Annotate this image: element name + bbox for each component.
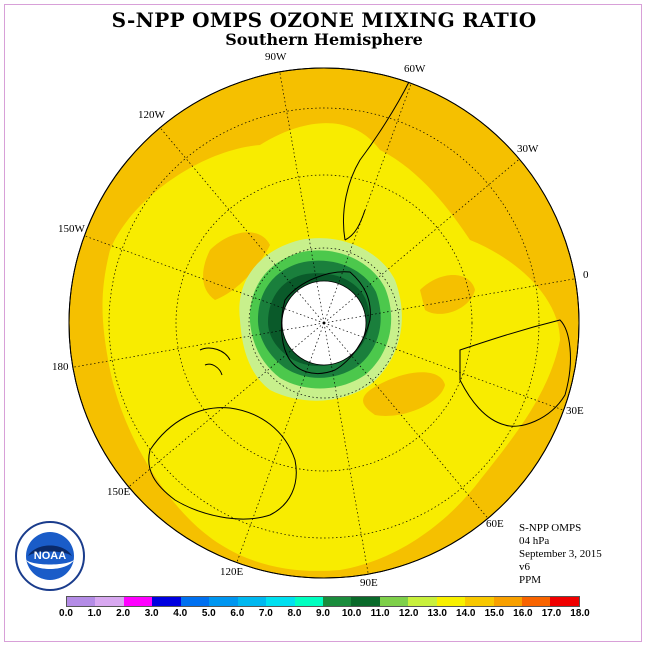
info-instrument: S-NPP OMPS [519, 522, 582, 534]
coastline-africa [459, 319, 571, 427]
color-bar-swatch [550, 597, 579, 606]
color-bar-tick-label: 7.0 [258, 608, 273, 619]
color-bar-tick-label: 12.0 [398, 608, 419, 619]
color-bar-tick-label: 5.0 [201, 608, 216, 619]
lon-label-60e: 60E [486, 518, 504, 530]
lon-label-90w: 90W [265, 51, 287, 63]
meridian-line [323, 322, 369, 575]
noaa-logo-icon: NOAA [15, 521, 85, 591]
parallel-circle [248, 247, 400, 399]
lon-label-120e: 120E [220, 566, 244, 578]
meridian-line [323, 83, 412, 324]
meridian-line [84, 235, 325, 324]
color-bar-tick-label: 11.0 [370, 608, 390, 619]
color-bar-swatch [95, 597, 124, 606]
parallel-circle [108, 107, 540, 539]
color-bar-tick-label: 9.0 [316, 608, 330, 619]
logo-text: NOAA [34, 550, 66, 562]
coastline-new-zealand [199, 347, 231, 376]
color-bar-swatch [237, 597, 267, 606]
lon-label-90e: 90E [360, 577, 378, 589]
info-pressure: 04 hPa [519, 535, 550, 547]
color-bar-tick-label: 14.0 [456, 608, 476, 619]
color-bar-tick-label: 16.0 [513, 608, 533, 619]
info-block: S-NPP OMPS 04 hPa September 3, 2015 v6 P… [519, 522, 602, 587]
info-units: PPM [519, 574, 542, 586]
color-bar-swatch [322, 597, 352, 606]
contour-orange-patch [203, 232, 270, 300]
color-bar-swatch [209, 597, 238, 606]
color-bar-swatch [379, 597, 409, 606]
color-bar-swatch [522, 597, 551, 606]
meridian-line [323, 158, 520, 324]
meridian-lines [72, 71, 576, 575]
meridian-line [236, 322, 325, 563]
page-title: S-NPP OMPS OZONE MIXING RATIO [111, 8, 537, 32]
color-bar [66, 596, 580, 607]
color-bar-swatch [294, 597, 323, 606]
color-bar-swatch [67, 597, 96, 606]
contour-orange-patch [363, 372, 445, 416]
meridian-line [323, 322, 489, 519]
lon-label-150w: 150W [58, 223, 86, 235]
color-bar-tick-label: 15.0 [484, 608, 505, 619]
page-subtitle: Southern Hemisphere [225, 30, 423, 49]
meridian-line [323, 278, 576, 324]
lon-label-180: 180 [52, 361, 69, 373]
meridian-line [72, 322, 325, 368]
meridian-line [159, 127, 325, 324]
parallel-circle [175, 174, 473, 472]
lon-label-30e: 30E [566, 405, 584, 417]
color-bar-labels: 0.0 1.0 2.0 3.0 4.0 5.0 6.0 7.0 8.0 9.0 10.0 11.0 12… [0, 608, 648, 622]
color-bar-swatch [180, 597, 210, 606]
color-bar-swatch [465, 597, 494, 606]
meridian-line [279, 71, 325, 324]
color-bar-tick-label: 3.0 [144, 608, 159, 619]
color-bar-swatch [408, 597, 437, 606]
color-bar-tick-label: 1.0 [87, 608, 102, 619]
coastline-australia [148, 407, 297, 520]
color-bar-swatch [493, 597, 522, 606]
meridian-line [323, 322, 564, 411]
lon-label-60w: 60W [404, 63, 426, 75]
info-version: v6 [519, 561, 530, 573]
lon-label-120w: 120W [138, 109, 166, 121]
lon-label-30w: 30W [517, 143, 539, 155]
color-bar-tick-label: 13.0 [427, 608, 447, 619]
color-bar-tick-label: 18.0 [570, 608, 590, 619]
coastline-antarctica [281, 271, 371, 374]
color-bar-tick-label: 8.0 [287, 608, 302, 619]
color-bar-tick-label: 4.0 [173, 608, 188, 619]
ozone-field [72, 71, 576, 575]
color-bar-swatch [266, 597, 295, 606]
map-border [68, 67, 580, 579]
color-bar-swatch [436, 597, 466, 606]
meridian-line [128, 322, 325, 488]
contour-orange-patch [420, 275, 475, 314]
lon-label-0: 0 [583, 269, 589, 281]
color-bar-swatch [152, 597, 181, 606]
color-bar-tick-label: 6.0 [230, 608, 245, 619]
info-date: September 3, 2015 [519, 548, 602, 560]
color-bar-tick-label: 2.0 [116, 608, 131, 619]
color-bar-tick-label: 0.0 [59, 608, 73, 619]
color-bar-tick-label: 10.0 [341, 608, 362, 619]
color-bar-swatch [123, 597, 153, 606]
lon-label-150e: 150E [107, 486, 131, 498]
color-bar-swatch [351, 597, 380, 606]
color-bar-tick-label: 17.0 [541, 608, 562, 619]
